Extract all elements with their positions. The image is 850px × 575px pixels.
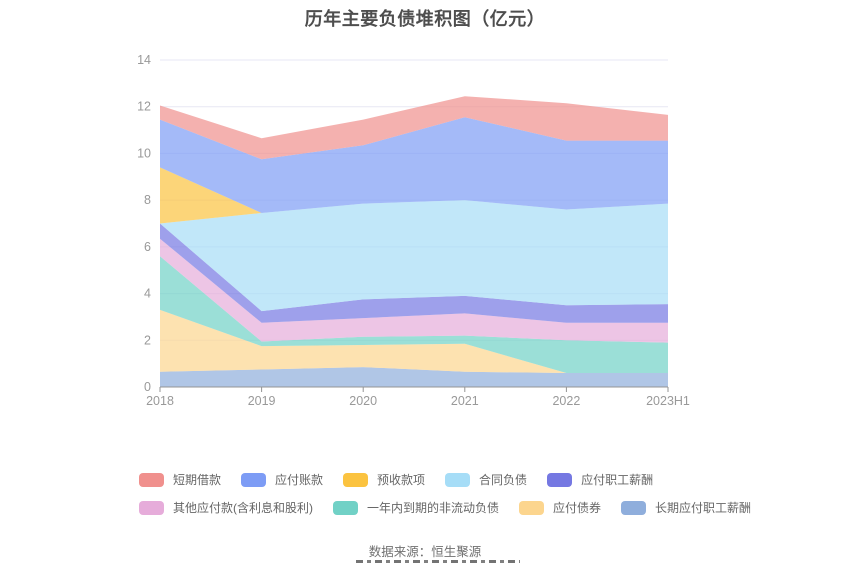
legend-swatch-accounts-payable (241, 472, 267, 487)
legend-label-payroll-payable: 应付职工薪酬 (581, 473, 654, 487)
legend-item-payroll-payable[interactable]: 应付职工薪酬 (547, 471, 653, 488)
legend-label-bonds-payable: 应付债券 (553, 501, 602, 515)
y-axis-label-10: 10 (137, 146, 151, 160)
legend-item-advance-receipts[interactable]: 预收款项 (343, 471, 425, 488)
x-axis-label-2022: 2022 (552, 394, 580, 408)
legend-swatch-noncurrent-liabilities-due-within-1y (333, 500, 358, 515)
legend-item-accounts-payable[interactable]: 应付账款 (241, 471, 323, 488)
y-axis-label-8: 8 (144, 193, 151, 207)
area-advance-receipts[interactable] (160, 167, 668, 224)
legend-row-1: 短期借款 应付账款 预收款项 合同负债 应付职工薪酬 (139, 471, 751, 488)
x-axis-label-2023H1: 2023H1 (646, 394, 690, 408)
data-source-caption: 数据来源：恒生聚源 (368, 545, 482, 559)
area-other-payables[interactable] (160, 238, 668, 343)
area-longterm-payroll-payable[interactable] (160, 367, 668, 387)
area-payroll-payable[interactable] (160, 223, 668, 323)
x-axis-label-2018: 2018 (146, 394, 174, 408)
y-axis-label-14: 14 (137, 53, 151, 67)
area-noncurrent-liabilities-due-within-1y[interactable] (160, 256, 668, 373)
y-axis-label-6: 6 (144, 240, 151, 254)
legend-label-longterm-payroll-payable: 长期应付职工薪酬 (655, 501, 752, 515)
legend-label-advance-receipts: 预收款项 (377, 473, 426, 487)
legend-swatch-contract-liabilities (445, 472, 471, 487)
chart-legend: 短期借款 应付账款 预收款项 合同负债 应付职工薪酬其他应付款(含利息和股利) 一年内到期… (139, 471, 751, 516)
clipped-text-remnant (356, 560, 520, 563)
y-axis-label-2: 2 (144, 333, 151, 347)
legend-item-longterm-payroll-payable[interactable]: 长期应付职工薪酬 (621, 499, 751, 516)
legend-item-noncurrent-liabilities-due-within-1y[interactable]: 一年内到期的非流动负债 (333, 499, 499, 516)
x-axis-label-2019: 2019 (248, 394, 276, 408)
legend-swatch-other-payables (139, 500, 164, 515)
legend-label-accounts-payable: 应付账款 (275, 473, 324, 487)
legend-label-short-term-borrowings: 短期借款 (173, 473, 222, 487)
y-axis-label-4: 4 (144, 287, 151, 301)
x-axis-label-2020: 2020 (349, 394, 377, 408)
legend-swatch-bonds-payable (519, 500, 545, 515)
legend-swatch-payroll-payable (547, 472, 573, 487)
legend-item-contract-liabilities[interactable]: 合同负债 (445, 471, 527, 488)
legend-label-other-payables: 其他应付款(含利息和股利) (173, 501, 313, 515)
area-short-term-borrowings[interactable] (160, 96, 668, 160)
x-axis-label-2021: 2021 (451, 394, 479, 408)
y-axis-label-0: 0 (144, 380, 151, 394)
legend-swatch-longterm-payroll-payable (621, 500, 647, 515)
legend-item-bonds-payable[interactable]: 应付债券 (519, 499, 601, 516)
legend-swatch-short-term-borrowings (139, 472, 164, 487)
stacked-area-chart: 2018 2019 2020 2021 2022 2023H1 0 2 4 6 8 10 12 14 (137, 53, 690, 408)
y-axis-label-12: 12 (137, 100, 151, 114)
legend-label-contract-liabilities: 合同负债 (479, 473, 528, 487)
legend-row-2: 其他应付款(含利息和股利) 一年内到期的非流动负债 应付债券 长期应付职工薪酬 (139, 499, 751, 516)
area-bonds-payable[interactable] (160, 309, 668, 373)
page-title: 历年主要负债堆积图（亿元） (304, 9, 546, 29)
legend-label-noncurrent-liabilities-due-within-1y: 一年内到期的非流动负债 (367, 501, 500, 515)
legend-item-short-term-borrowings[interactable]: 短期借款 (139, 471, 221, 488)
legend-swatch-advance-receipts (343, 472, 369, 487)
area-accounts-payable[interactable] (160, 117, 668, 213)
area-contract-liabilities[interactable] (160, 200, 668, 312)
legend-item-other-payables[interactable]: 其他应付款(含利息和股利) (139, 499, 313, 516)
